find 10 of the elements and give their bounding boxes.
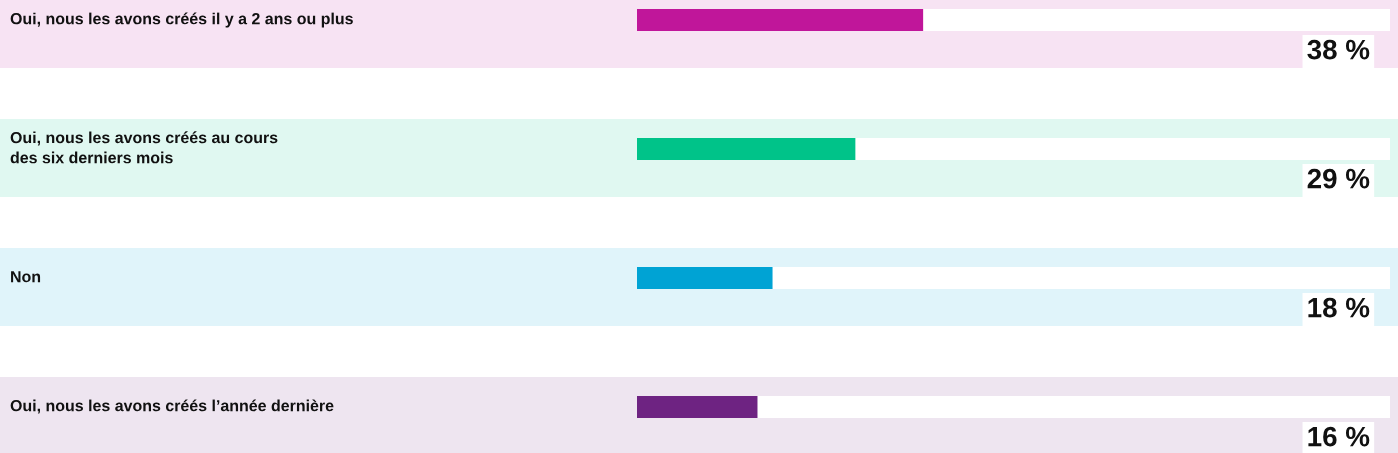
y-tick-label: Non <box>11 271 41 283</box>
data-label: 16 % <box>1308 426 1370 447</box>
bar <box>637 396 758 418</box>
bar <box>637 267 773 289</box>
y-tick-label: Oui, nous les avons créés il y a 2 ans ou plus <box>10 12 353 28</box>
data-label: 38 % <box>1307 39 1370 60</box>
data-label: 29 % <box>1307 168 1370 189</box>
data-label: 18 % <box>1308 297 1370 318</box>
y-tick-label: Oui, nous les avons créés l’année dernière <box>10 399 334 414</box>
y-tick-label: Oui, nous les avons créés au cours des six derniers mois <box>10 131 278 164</box>
